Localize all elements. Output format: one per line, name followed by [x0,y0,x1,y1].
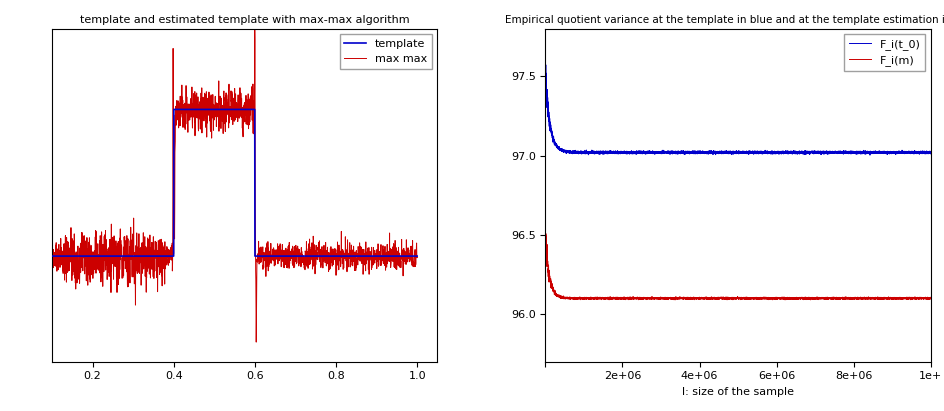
template [65,254,76,259]
F_i(m) [540,231,551,236]
max max [214,108,226,113]
template [224,107,235,112]
template [411,254,422,259]
F_i(m) [679,296,690,301]
X-axis label: l: size of the sample: l: size of the sample [682,387,793,397]
F_i(t_0) [784,151,795,156]
F_i(m) [559,296,570,301]
F_i(t_0) [825,150,836,155]
max max [400,260,412,265]
template [400,254,412,259]
Line: template: template [52,109,416,256]
Legend: F_i(t_0), F_i(m): F_i(t_0), F_i(m) [844,35,924,71]
F_i(m) [767,296,779,301]
max max [401,251,413,256]
F_i(m) [540,236,551,240]
max max [46,242,58,247]
max max [65,249,76,254]
Line: F_i(m): F_i(m) [546,234,930,300]
max max [334,252,346,256]
F_i(t_0) [924,150,936,155]
max max [411,255,422,260]
template [46,254,58,259]
max max [224,118,235,123]
F_i(m) [924,296,936,301]
F_i(m) [784,296,796,300]
max max [250,339,261,344]
Line: F_i(t_0): F_i(t_0) [546,65,930,155]
F_i(t_0) [679,150,690,155]
F_i(t_0) [767,150,779,155]
Title: Empirical quotient variance at the template in blue and at the template estimati: Empirical quotient variance at the templ… [504,15,944,25]
template [400,254,412,259]
Line: max max: max max [52,26,416,342]
Title: template and estimated template with max-max algorithm: template and estimated template with max… [80,15,409,25]
template [168,107,179,112]
F_i(t_0) [864,152,875,157]
template [333,254,345,259]
F_i(t_0) [540,62,551,67]
F_i(m) [668,298,680,302]
Legend: template, max max: template, max max [339,35,431,69]
F_i(t_0) [540,81,551,86]
F_i(t_0) [845,150,856,155]
template [214,107,226,112]
F_i(m) [825,296,836,301]
F_i(m) [845,297,856,302]
F_i(t_0) [559,150,570,155]
max max [249,23,261,28]
